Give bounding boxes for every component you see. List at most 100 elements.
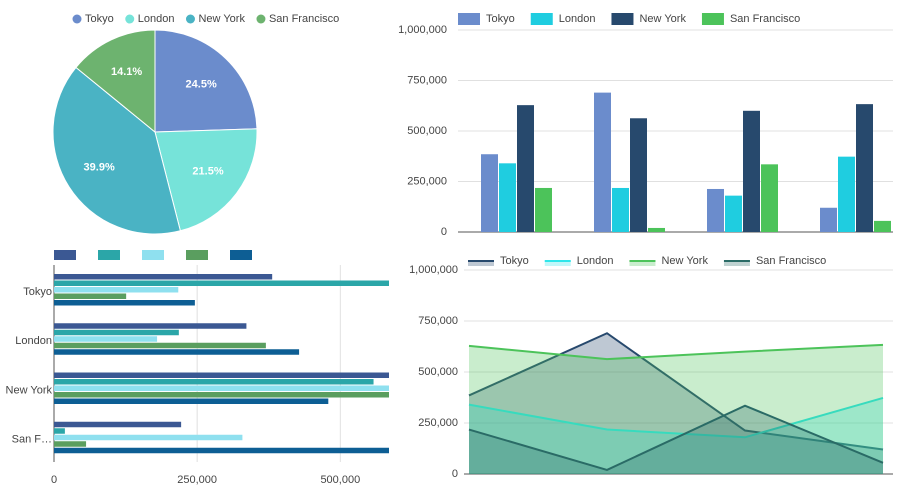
y-tick-label: 0: [441, 226, 447, 238]
x-tick-label: 250,000: [177, 474, 217, 486]
bar: [481, 154, 498, 232]
bar: [761, 164, 778, 232]
legend-label: Tokyo: [85, 13, 114, 25]
y-tick-label: 1,000,000: [398, 24, 447, 36]
legend-marker: [723, 261, 750, 266]
legend-label: Tokyo: [486, 13, 515, 25]
y-tick-label: 500,000: [418, 366, 458, 378]
bar: [517, 105, 534, 232]
x-tick-label: 500,000: [320, 474, 360, 486]
bar: [54, 329, 179, 336]
legend-label: Tokyo: [500, 255, 529, 267]
legend-marker: [185, 14, 195, 24]
bar: [54, 293, 127, 299]
bar: [54, 392, 389, 398]
slice-label: 24.5%: [186, 78, 217, 90]
slice-label: 14.1%: [111, 66, 142, 78]
legend-marker: [530, 13, 553, 25]
legend-marker: [142, 250, 164, 260]
pie-slice: [75, 29, 156, 134]
legend-label: New York: [639, 13, 686, 25]
pie-slice: [154, 128, 258, 232]
x-tick-label: 0: [51, 474, 57, 486]
area-fill: [469, 333, 883, 474]
y-tick-label: 250,000: [407, 175, 447, 187]
slice-label: 21.5%: [192, 166, 223, 178]
legend-label: San Francisco: [730, 13, 800, 25]
legend-marker: [72, 14, 82, 24]
pie-slice: [52, 66, 181, 235]
y-tick-label: 500,000: [407, 125, 447, 137]
bar: [54, 385, 389, 391]
bar: [54, 379, 374, 385]
bar: [54, 372, 389, 378]
bar: [856, 104, 873, 232]
series-line: [468, 396, 884, 439]
y-tick-label: New York: [6, 384, 53, 396]
bar: [535, 187, 552, 232]
series-line: [468, 404, 884, 471]
bar: [594, 92, 611, 233]
legend-label: London: [559, 13, 596, 25]
bar: [838, 156, 855, 232]
bar: [54, 323, 247, 329]
areas: [468, 332, 884, 474]
bar: [630, 118, 647, 232]
bar: [54, 441, 87, 447]
bar: [54, 287, 179, 293]
bar: [54, 274, 273, 280]
pie-slice: [154, 29, 258, 133]
legend-label: San Francisco: [269, 13, 339, 25]
legend-marker: [611, 13, 634, 25]
legend-marker: [98, 250, 120, 260]
bar: [612, 187, 629, 232]
y-tick-label: London: [15, 335, 52, 347]
legend-marker: [629, 261, 656, 266]
area-fill: [469, 405, 883, 474]
y-tick-label: 750,000: [418, 315, 458, 327]
legend-label: London: [577, 255, 614, 267]
slice-label: 39.9%: [84, 162, 115, 174]
bar: [725, 195, 742, 232]
legend-marker: [54, 250, 76, 260]
series-line: [468, 332, 884, 451]
legend-label: San Francisco: [756, 255, 826, 267]
bar: [707, 188, 724, 232]
bar: [54, 421, 182, 428]
bar: [54, 434, 243, 441]
legend-marker: [256, 14, 266, 24]
bar: [499, 163, 516, 232]
legend-marker: [468, 261, 494, 266]
bar: [874, 220, 891, 232]
bar: [54, 398, 329, 404]
legend-marker: [186, 250, 208, 260]
y-tick-label: 250,000: [418, 417, 458, 429]
bar: [54, 349, 300, 355]
area-fill: [469, 344, 883, 474]
y-tick-label: 0: [452, 468, 458, 480]
bar: [54, 280, 389, 286]
legend-marker: [125, 14, 135, 24]
bar: [54, 336, 158, 342]
bar: [54, 342, 266, 349]
series-line: [468, 343, 884, 361]
bar: [54, 447, 389, 454]
legend-marker: [544, 261, 571, 266]
y-tick-label: 1,000,000: [409, 264, 458, 276]
legend-marker: [230, 250, 252, 260]
y-tick-label: Tokyo: [23, 286, 52, 298]
bar: [54, 300, 195, 306]
y-tick-label: 750,000: [407, 74, 447, 86]
bar: [820, 207, 837, 232]
legend-marker: [701, 13, 724, 25]
legend-label: New York: [198, 13, 245, 25]
bars: [54, 274, 389, 454]
bar: [743, 110, 760, 232]
bars: [481, 92, 891, 233]
legend-marker: [458, 13, 480, 25]
bar: [54, 428, 65, 434]
bar: [648, 227, 665, 232]
y-tick-label: San F…: [12, 434, 52, 446]
area-fill: [469, 397, 883, 474]
